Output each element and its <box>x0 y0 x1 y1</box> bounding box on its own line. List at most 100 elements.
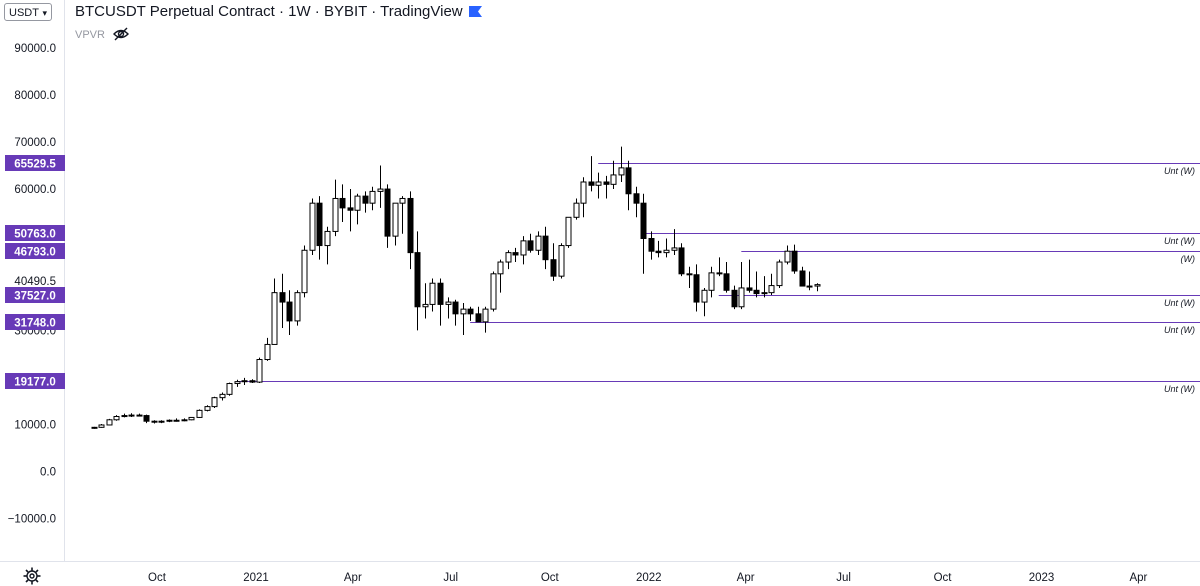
candle-body-up <box>573 202 580 218</box>
x-tick-label: 2023 <box>1029 572 1055 584</box>
level-tag: Unt (W) <box>1164 298 1195 308</box>
candle <box>128 413 135 417</box>
level-tag: Unt (W) <box>1164 384 1195 394</box>
gear-icon[interactable] <box>23 567 41 585</box>
candle <box>399 196 406 234</box>
candle-body-down <box>655 250 662 254</box>
candle-body-down <box>437 282 444 305</box>
candle <box>655 240 662 258</box>
candle <box>173 418 180 422</box>
y-tick-label: 60000.0 <box>14 184 56 196</box>
x-axis: Oct 2021 Apr Jul Oct 2022 Apr Jul Oct 2023 Apr <box>148 572 1147 584</box>
candle <box>294 290 301 326</box>
y-tick-label: 90000.0 <box>14 43 56 55</box>
candle-body-up <box>301 249 308 294</box>
candle-body-up <box>558 245 565 277</box>
level-price-badge <box>5 225 65 241</box>
chevron-down-icon: ▾ <box>42 8 47 18</box>
candle-body-down <box>753 289 760 295</box>
price-label: 40490.5 <box>14 276 56 288</box>
candle <box>452 299 459 326</box>
candle-body-down <box>347 207 354 211</box>
candle <box>369 186 376 211</box>
candle <box>701 287 708 317</box>
candle <box>806 271 813 291</box>
candle <box>271 278 278 345</box>
candle-body-up <box>91 426 98 429</box>
candle <box>211 396 218 409</box>
candle-body-down <box>407 197 414 254</box>
candle <box>467 306 474 321</box>
x-tick-label: Jul <box>443 572 458 584</box>
candle <box>475 306 482 323</box>
candle-body-down <box>512 252 519 256</box>
x-tick-label: 2021 <box>243 572 269 584</box>
x-tick-label: Apr <box>1129 572 1147 584</box>
candle <box>264 337 271 361</box>
x-tick-label: Jul <box>836 572 851 584</box>
candle <box>550 243 557 281</box>
candle <box>347 189 354 232</box>
candle <box>332 179 339 237</box>
flag-icon[interactable] <box>469 6 482 17</box>
candle <box>309 198 316 255</box>
candle-body-up <box>422 303 429 308</box>
candle-body-down <box>467 308 474 315</box>
candle-body-up <box>535 235 542 251</box>
level-tag: (W) <box>1181 254 1196 264</box>
candle-body-up <box>181 419 188 422</box>
candle <box>392 202 399 246</box>
candle-body-up <box>158 420 165 423</box>
candle-body-up <box>784 250 791 263</box>
candle-body-up <box>256 359 263 383</box>
candle <box>588 156 595 192</box>
candle <box>181 418 188 422</box>
candle <box>738 262 745 310</box>
candle-body-up <box>429 282 436 305</box>
candle-body-up <box>332 197 339 232</box>
candle-body-down <box>588 181 595 186</box>
candle-body-down <box>249 380 256 383</box>
candle <box>776 259 783 288</box>
candle-body-down <box>686 273 693 276</box>
candle <box>234 379 241 387</box>
candle <box>768 273 775 296</box>
candle <box>671 229 678 255</box>
candle-body-down <box>475 313 482 323</box>
candle <box>716 257 723 277</box>
candle-body-up <box>196 409 203 418</box>
candle <box>143 414 150 424</box>
currency-select[interactable]: USDT ▾ <box>4 3 52 21</box>
candle <box>158 420 165 424</box>
candle-body-down <box>316 202 323 247</box>
y-tick-label: 10000.0 <box>14 420 56 432</box>
eye-slash-icon[interactable] <box>112 26 130 42</box>
candle-body-down <box>791 250 798 272</box>
candle-body-up <box>708 272 715 291</box>
candle-body-up <box>490 273 497 310</box>
candle <box>693 264 700 312</box>
candle <box>166 419 173 423</box>
candle <box>249 379 256 384</box>
y-tick-label: 0.0 <box>40 467 56 479</box>
candle-body-up <box>445 301 452 305</box>
candle-body-up <box>377 188 384 192</box>
candle-body-up <box>671 247 678 251</box>
candle-body-up <box>271 292 278 345</box>
x-tick-label: Apr <box>737 572 755 584</box>
candle-body-up <box>234 381 241 385</box>
candle-body-down <box>799 270 806 287</box>
x-tick-label: Oct <box>541 572 560 584</box>
candle <box>625 160 632 211</box>
level-price-label: 65529.5 <box>14 159 56 171</box>
candle-body-up <box>241 380 248 383</box>
candle-body-up <box>128 414 135 417</box>
candle <box>520 236 527 265</box>
candle <box>279 273 286 328</box>
level-price-label: 31748.0 <box>14 318 56 330</box>
candle-body-up <box>701 289 708 303</box>
level-price-badge <box>5 314 65 330</box>
candle-body-down <box>384 188 391 237</box>
y-axis: 90000.0 80000.0 70000.0 60000.0 10000.0 0.0 −1… <box>0 0 1200 562</box>
